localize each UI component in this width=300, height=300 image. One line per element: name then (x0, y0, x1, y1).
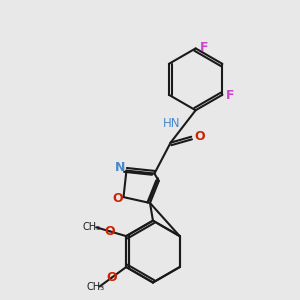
Text: HN: HN (163, 117, 181, 130)
Text: O: O (105, 225, 115, 238)
Text: CH₃: CH₃ (86, 282, 104, 292)
Text: O: O (112, 192, 123, 205)
Text: N: N (116, 160, 126, 174)
Text: CH₃: CH₃ (82, 222, 100, 232)
Text: F: F (226, 89, 235, 102)
Text: O: O (195, 130, 206, 143)
Text: F: F (200, 41, 208, 54)
Text: O: O (106, 271, 117, 284)
